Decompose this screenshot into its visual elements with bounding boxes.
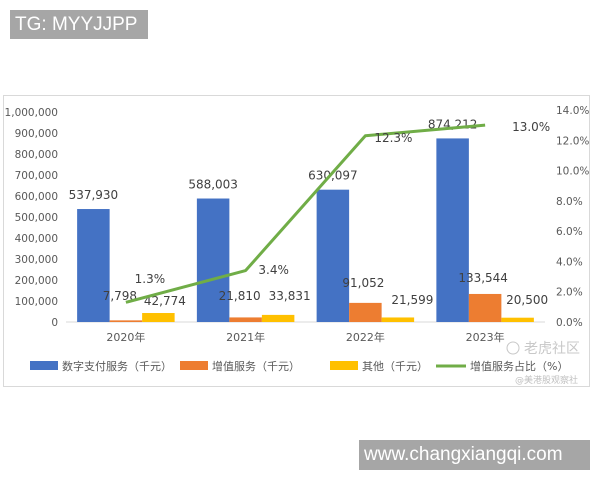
bar-digital-payment [436,138,469,322]
legend-label: 数字支付服务（千元） [62,359,172,373]
y-left-tick-label: 500,000 [15,212,58,224]
bar-other [381,317,415,322]
legend-swatch [30,361,58,370]
bar-digital-payment [316,189,350,322]
bar-value-added [109,320,143,322]
bar-other [142,313,175,322]
watermark-logo-text: 老虎社区 [524,341,580,357]
y-right-tick-label: 12.0% [556,135,589,147]
data-label: 20,500 [506,293,548,307]
bar-value-added [349,302,382,322]
line-value-added-share [125,123,486,304]
bar-digital-payment [77,209,110,322]
line-data-label: 3.4% [258,263,289,277]
site-label: www.changxiangqi.com [359,440,590,470]
y-left-tick-label: 700,000 [15,170,58,182]
y-left-tick-label: 900,000 [15,128,58,140]
y-left-tick-label: 1,000,000 [5,107,58,119]
watermark-logo-icon [506,341,520,355]
data-label: 537,930 [69,188,119,202]
legend-label: 其他（千元） [362,360,428,373]
legend-swatch [330,361,358,370]
y-right-tick-label: 8.0% [556,196,583,208]
tg-label: TG: MYYJJPP [10,10,148,39]
x-tick-label: 2022年 [346,330,385,344]
y-right-tick-label: 14.0% [556,105,589,117]
legend-swatch [180,361,208,370]
legend-label: 增值服务（千元） [212,359,300,373]
y-right-tick-label: 10.0% [556,166,589,178]
bar-value-added [229,317,262,322]
x-tick-label: 2023年 [466,330,505,344]
data-label: 42,774 [144,294,186,308]
y-left-tick-label: 200,000 [15,275,58,287]
x-tick-label: 2020年 [106,330,145,344]
y-right-tick-label: 0.0% [556,317,583,329]
legend-label: 增值服务占比（%） [470,359,568,373]
data-label: 91,052 [342,276,384,290]
y-left-tick-label: 0 [51,317,58,329]
data-label: 7,798 [103,289,137,303]
y-left-tick-label: 100,000 [15,296,58,308]
data-label: 33,831 [269,289,311,303]
x-tick-label: 2021年 [226,330,265,344]
y-left-tick-label: 800,000 [15,149,58,161]
y-left-tick-label: 300,000 [15,254,58,266]
y-left-tick-label: 400,000 [15,233,58,245]
bar-value-added [468,293,502,322]
data-label: 588,003 [188,178,238,192]
line-data-label: 12.3% [374,131,412,145]
y-left-tick-label: 600,000 [15,191,58,203]
line-data-label: 13.0% [512,120,550,134]
data-label: 21,599 [391,293,433,307]
line-data-label: 1.3% [135,272,166,286]
watermark-author: @美港股观察社 [515,374,578,386]
y-right-tick-label: 6.0% [556,226,583,238]
bar-digital-payment [196,198,230,322]
bar-other [261,314,295,322]
data-label: 133,544 [458,271,508,285]
data-label: 21,810 [219,289,261,303]
data-label: 630,097 [308,169,358,183]
bar-other [501,317,534,322]
y-right-tick-label: 4.0% [556,256,583,268]
y-right-tick-label: 2.0% [556,287,583,299]
chart-frame [3,95,590,387]
